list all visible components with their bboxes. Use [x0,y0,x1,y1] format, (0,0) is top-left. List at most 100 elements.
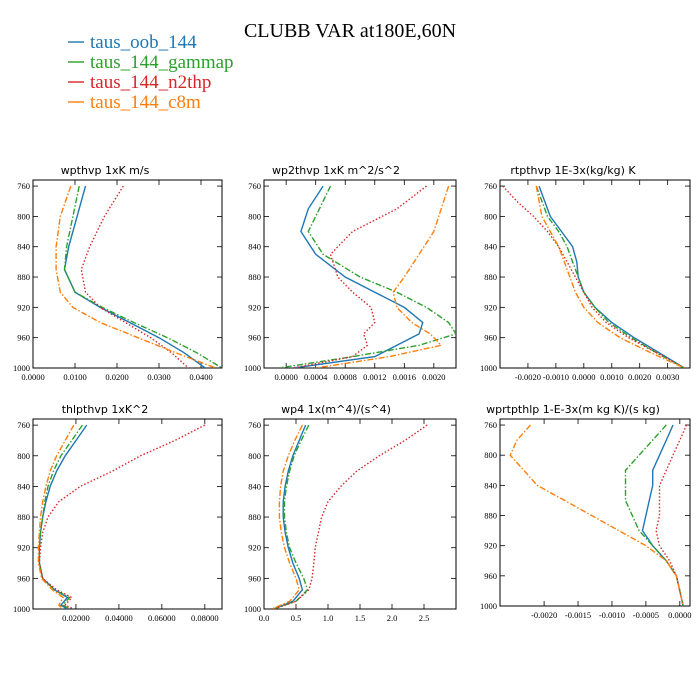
y-tick-label: 920 [248,302,261,312]
legend-entry: taus_144_n2thp [90,72,211,93]
panel-wp2thvp: wp2thvp 1xK m^2/s^2 760 800 840 880 920 960 10… [244,164,457,382]
panel-wprtpthlp: wprtpthlp 1-E-3x(m kg K)/(s kg) 760 800 84… [480,403,692,620]
x-tick-label: 2.5 [419,613,430,623]
y-tick-label: 960 [484,571,497,581]
y-tick-label: 840 [248,481,261,491]
series-line-taus_144_n2thp [273,424,428,609]
x-tick-label: 0.0004 [304,372,328,382]
y-tick-label: 760 [484,420,497,430]
series-line-taus_144_n2thp [80,185,189,368]
x-tick-label: 0.0000 [274,372,297,382]
series-line-taus_144_c8m [55,185,216,368]
x-tick-label: 0.0012 [363,372,386,382]
series-line-taus_144_n2thp [502,185,685,368]
y-tick-label: 1000 [480,601,497,611]
series-line-taus_144_gammap [535,185,685,368]
x-tick-label: 0.0000 [572,372,595,382]
y-tick-label: 920 [484,541,497,551]
x-tick-label: 0.08000 [191,613,219,623]
series-line-taus_144_n2thp [38,424,206,609]
x-tick-label: -0.0010 [599,610,625,620]
x-tick-label: 0.0010 [600,372,623,382]
panel-wpthvp: wpthvp 1xK m/s 76080084088092096010000.0… [13,164,223,382]
y-tick-label: 920 [17,543,30,553]
series-line-taus_oob_144 [38,424,88,609]
y-tick-label: 1000 [13,604,30,614]
panel-title: wpthvp 1xK m/s [61,164,150,177]
x-tick-label: 0.04000 [105,613,133,623]
y-tick-label: 800 [248,211,261,221]
y-tick-label: 880 [248,272,261,282]
y-tick-label: 960 [17,333,30,343]
y-tick-label: 1000 [244,363,261,373]
panel-title: wp4 1x(m^4)/(s^4) [281,403,391,416]
series-line-taus_144_gammap [273,424,310,609]
legend-entry: taus_144_gammap [90,52,234,73]
x-tick-label: -0.0020 [515,372,541,382]
series-line-taus_144_gammap [38,424,83,609]
x-tick-label: -0.0020 [531,610,557,620]
y-tick-label: 760 [248,181,261,191]
series-line-taus_oob_144 [63,185,206,368]
x-tick-label: 0.0030 [656,372,679,382]
series-line-taus_144_c8m [271,424,304,609]
x-tick-label: 0.0100 [63,372,86,382]
x-tick-label: 1.0 [323,613,334,623]
plot-frame [32,179,223,369]
plot-frame [263,179,457,369]
y-tick-label: 880 [484,272,497,282]
y-tick-label: 880 [248,512,261,522]
x-tick-label: 1.5 [355,613,366,623]
panel-title: wprtpthlp 1-E-3x(m kg K)/(s kg) [486,403,660,416]
y-tick-label: 960 [17,573,30,583]
x-tick-label: 0.0000 [21,372,44,382]
x-tick-label: 0.0200 [105,372,128,382]
series-line-taus_144_n2thp [293,185,427,368]
x-tick-label: 2.0 [387,613,398,623]
x-tick-label: 0.0020 [422,372,445,382]
y-tick-label: 1000 [244,604,261,614]
series-line-taus_144_gammap [63,185,222,368]
panel-thlpthvp: thlpthvp 1xK^2 760 800 840 880 920 960 1000 0.0… [13,403,223,623]
x-tick-label: 0.0016 [393,372,416,382]
legend-entry: taus_144_c8m [90,92,201,113]
y-tick-label: 920 [17,302,30,312]
y-tick-label: 760 [17,420,30,430]
y-tick-label: 800 [17,211,30,221]
series-line-taus_144_c8m [37,424,75,609]
y-tick-label: 760 [484,181,497,191]
y-tick-label: 1000 [480,363,497,373]
y-tick-label: 840 [248,242,261,252]
y-tick-label: 840 [17,242,30,252]
panel-title: rtpthvp 1E-3x(kg/kg) K [510,164,636,177]
x-tick-label: 0.02000 [62,613,90,623]
x-tick-label: 0.0400 [189,372,212,382]
x-tick-label: 0.06000 [148,613,176,623]
series-line-taus_144_gammap [278,185,456,368]
y-tick-label: 1000 [13,363,30,373]
x-tick-label: 0.0020 [628,372,651,382]
y-tick-label: 760 [17,181,30,191]
plot-frame [499,418,691,607]
x-tick-label: 0.0008 [334,372,357,382]
x-tick-label: 0.0300 [147,372,170,382]
y-tick-label: 880 [17,272,30,282]
y-tick-label: 760 [248,420,261,430]
series-line-taus_144_c8m [315,185,450,368]
y-tick-label: 840 [484,480,497,490]
plot-frame [32,418,223,610]
series-line-taus_144_gammap [624,424,684,606]
panel-rtpthvp: rtpthvp 1E-3x(kg/kg) K 760 800 840 880 920 96… [480,164,691,382]
y-tick-label: 880 [17,512,30,522]
x-tick-label: 0.0 [259,613,270,623]
series-line-taus_oob_144 [273,424,307,609]
y-tick-label: 840 [484,242,497,252]
y-tick-label: 800 [484,211,497,221]
series-line-taus_144_c8m [535,185,685,368]
series-line-taus_144_c8m [509,424,684,606]
y-tick-label: 960 [248,573,261,583]
y-tick-label: 880 [484,511,497,521]
figure-title: CLUBB VAR at180E,60N [244,20,456,42]
panel-title: thlpthvp 1xK^2 [62,403,149,416]
panel-title: wp2thvp 1xK m^2/s^2 [272,164,400,177]
